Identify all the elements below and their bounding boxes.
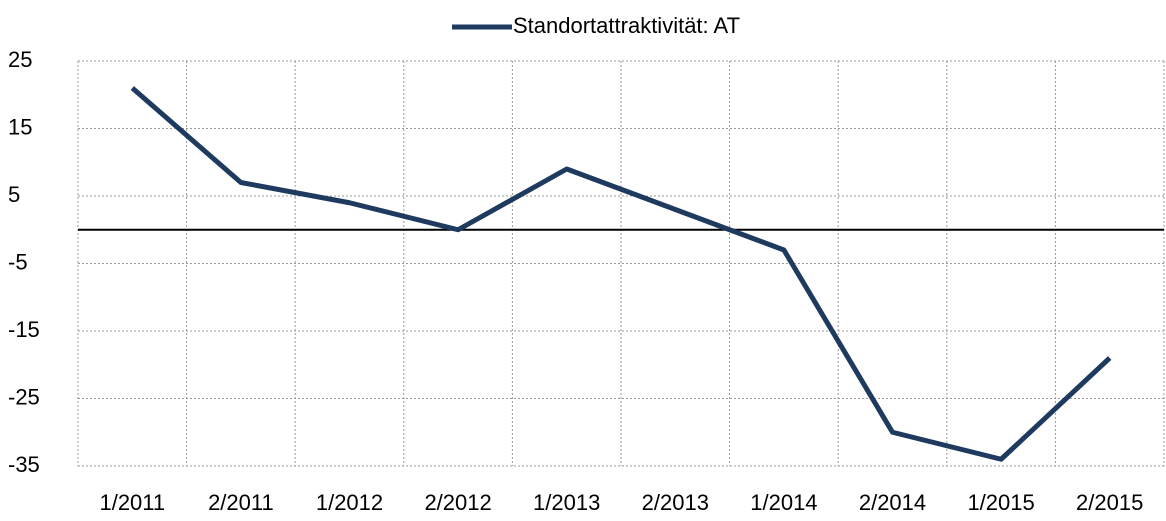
- x-tick-label: 2/2012: [424, 490, 491, 515]
- x-tick-label: 1/2013: [533, 490, 600, 515]
- x-tick-label: 1/2014: [750, 490, 817, 515]
- y-tick-label: -25: [8, 384, 40, 409]
- x-tick-label: 1/2015: [967, 490, 1034, 515]
- x-tick-label: 1/2011: [99, 490, 165, 515]
- y-tick-label: 5: [8, 182, 20, 207]
- y-tick-label: -35: [8, 452, 40, 477]
- x-tick-label: 2/2014: [859, 490, 926, 515]
- y-tick-label: 25: [8, 47, 32, 72]
- x-tick-label: 2/2011: [208, 490, 274, 515]
- x-tick-label: 2/2013: [642, 490, 709, 515]
- y-tick-label: -5: [8, 249, 28, 274]
- line-series: [130, 86, 1112, 462]
- y-tick-label: 15: [8, 114, 32, 139]
- legend-label: Standortattraktivität: AT: [513, 13, 740, 38]
- x-tick-label: 2/2015: [1076, 490, 1143, 515]
- y-tick-label: -15: [8, 317, 40, 342]
- x-tick-label: 1/2012: [316, 490, 383, 515]
